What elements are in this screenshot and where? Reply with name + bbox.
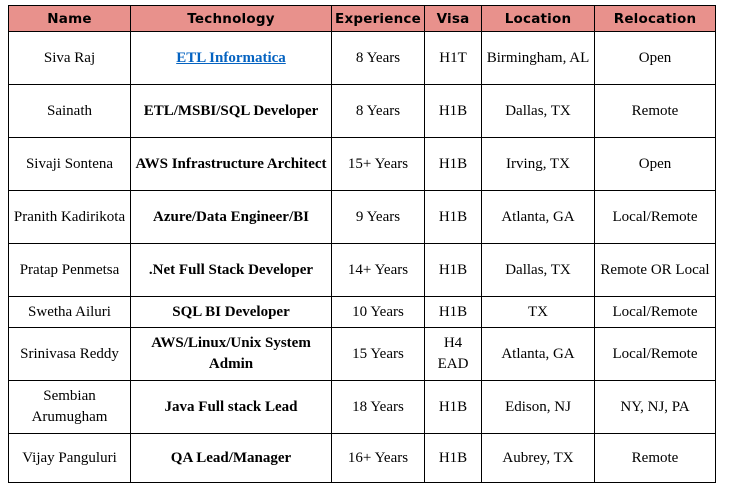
cell-technology: AWS Infrastructure Architect (130, 137, 332, 191)
cell-name: Srinivasa Reddy (8, 327, 131, 381)
cell-location: Dallas, TX (481, 84, 595, 138)
cell-relocation: Local/Remote (594, 327, 716, 381)
cell-name: Pranith Kadirikota (8, 190, 131, 244)
cell-relocation: Local/Remote (594, 190, 716, 244)
cell-technology: Azure/Data Engineer/BI (130, 190, 332, 244)
cell-experience: 18 Years (331, 380, 425, 434)
cell-visa: H4 EAD (424, 327, 482, 381)
cell-location: Dallas, TX (481, 243, 595, 297)
cell-relocation: Remote OR Local (594, 243, 716, 297)
column-header-name[interactable]: Name (8, 5, 131, 32)
cell-experience: 8 Years (331, 31, 425, 85)
cell-visa: H1B (424, 243, 482, 297)
cell-name: Pratap Penmetsa (8, 243, 131, 297)
cell-location: Atlanta, GA (481, 190, 595, 244)
cell-relocation: NY, NJ, PA (594, 380, 716, 434)
table-row[interactable]: Swetha Ailuri SQL BI Developer 10 Years H1B… (8, 296, 716, 328)
table-row[interactable]: Siva Raj ETL Informatica 8 Years H1T Birming… (8, 31, 716, 85)
cell-relocation: Local/Remote (594, 296, 716, 328)
cell-location: Edison, NJ (481, 380, 595, 434)
cell-visa: H1B (424, 84, 482, 138)
cell-technology: QA Lead/Manager (130, 433, 332, 483)
cell-location: Aubrey, TX (481, 433, 595, 483)
cell-experience: 10 Years (331, 296, 425, 328)
cell-location: Irving, TX (481, 137, 595, 191)
column-header-experience[interactable]: Experience (331, 5, 425, 32)
candidate-hotlist-table: Name Technology Experience Visa Location… (8, 5, 716, 483)
cell-name: Sainath (8, 84, 131, 138)
cell-visa: H1B (424, 296, 482, 328)
table-header: Name Technology Experience Visa Location… (8, 5, 716, 32)
cell-location: Birmingham, AL (481, 31, 595, 85)
table-header-row: Name Technology Experience Visa Location… (8, 5, 716, 32)
cell-experience: 15 Years (331, 327, 425, 381)
column-header-visa[interactable]: Visa (424, 5, 482, 32)
cell-visa: H1B (424, 433, 482, 483)
cell-technology: ETL/MSBI/SQL Developer (130, 84, 332, 138)
cell-technology: Java Full stack Lead (130, 380, 332, 434)
column-header-technology[interactable]: Technology (130, 5, 332, 32)
cell-experience: 9 Years (331, 190, 425, 244)
cell-name: Siva Raj (8, 31, 131, 85)
table-row[interactable]: Sainath ETL/MSBI/SQL Developer 8 Years H1B D… (8, 84, 716, 138)
cell-relocation: Remote (594, 84, 716, 138)
cell-name: Vijay Panguluri (8, 433, 131, 483)
table-row[interactable]: Sembian Arumugham Java Full stack Lead 18 … (8, 380, 716, 434)
candidate-table-container: Name Technology Experience Visa Location… (8, 5, 716, 483)
cell-location: Atlanta, GA (481, 327, 595, 381)
table-row[interactable]: Pratap Penmetsa .Net Full Stack Developer… (8, 243, 716, 297)
cell-technology: AWS/Linux/Unix System Admin (130, 327, 332, 381)
cell-name: Swetha Ailuri (8, 296, 131, 328)
technology-link[interactable]: ETL Informatica (176, 49, 286, 66)
cell-name: Sivaji Sontena (8, 137, 131, 191)
table-row[interactable]: Sivaji Sontena AWS Infrastructure Archite… (8, 137, 716, 191)
table-row[interactable]: Srinivasa Reddy AWS/Linux/Unix System Adm… (8, 327, 716, 381)
cell-experience: 8 Years (331, 84, 425, 138)
cell-technology: .Net Full Stack Developer (130, 243, 332, 297)
cell-experience: 14+ Years (331, 243, 425, 297)
cell-visa: H1B (424, 137, 482, 191)
cell-experience: 15+ Years (331, 137, 425, 191)
cell-name: Sembian Arumugham (8, 380, 131, 434)
table-row[interactable]: Pranith Kadirikota Azure/Data Engineer/BI… (8, 190, 716, 244)
cell-visa: H1B (424, 380, 482, 434)
cell-relocation: Remote (594, 433, 716, 483)
table-row[interactable]: Vijay Panguluri QA Lead/Manager 16+ Years H… (8, 433, 716, 483)
table-body: Siva Raj ETL Informatica 8 Years H1T Birming… (8, 31, 716, 483)
cell-location: TX (481, 296, 595, 328)
cell-visa: H1B (424, 190, 482, 244)
cell-relocation: Open (594, 137, 716, 191)
cell-technology: SQL BI Developer (130, 296, 332, 328)
cell-relocation: Open (594, 31, 716, 85)
cell-technology[interactable]: ETL Informatica (130, 31, 332, 85)
cell-visa: H1T (424, 31, 482, 85)
column-header-relocation[interactable]: Relocation (594, 5, 716, 32)
cell-experience: 16+ Years (331, 433, 425, 483)
column-header-location[interactable]: Location (481, 5, 595, 32)
